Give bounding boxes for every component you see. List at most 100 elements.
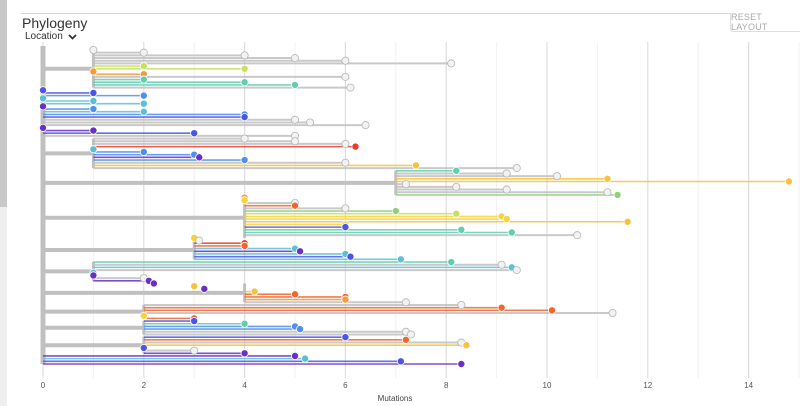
tip-node[interactable] — [341, 56, 350, 65]
tip-node[interactable] — [502, 169, 511, 178]
tip-node[interactable] — [401, 298, 410, 307]
tip-node[interactable] — [613, 190, 622, 199]
tip-node[interactable] — [512, 266, 521, 275]
tip-node[interactable] — [341, 204, 350, 213]
tip-node[interactable] — [391, 207, 400, 216]
tip-node[interactable] — [341, 72, 350, 81]
tip-node[interactable] — [39, 86, 48, 95]
tip-node[interactable] — [502, 215, 511, 224]
tip-node[interactable] — [290, 351, 299, 360]
tip-node[interactable] — [351, 142, 360, 151]
tip-node[interactable] — [573, 231, 582, 240]
tip-node[interactable] — [139, 311, 148, 320]
tip-node[interactable] — [139, 147, 148, 156]
tip-node[interactable] — [361, 121, 370, 130]
tip-node[interactable] — [89, 46, 98, 55]
tip-node[interactable] — [240, 196, 249, 205]
tip-node[interactable] — [457, 300, 466, 309]
tip-node[interactable] — [240, 134, 249, 143]
tip-node[interactable] — [200, 284, 209, 293]
tip-node[interactable] — [240, 113, 249, 122]
tip-node[interactable] — [139, 48, 148, 57]
tip-node[interactable] — [396, 255, 405, 264]
tip-node[interactable] — [240, 64, 249, 73]
tip-node[interactable] — [401, 180, 410, 189]
tip-node[interactable] — [290, 80, 299, 89]
tip-node[interactable] — [139, 99, 148, 108]
tip-node[interactable] — [462, 341, 471, 350]
tip-node[interactable] — [240, 319, 249, 328]
tip-node[interactable] — [497, 260, 506, 269]
tip-node[interactable] — [89, 145, 98, 154]
page-scrollbar-thumb[interactable] — [0, 0, 7, 207]
tip-node[interactable] — [603, 174, 612, 183]
tip-node[interactable] — [306, 118, 315, 127]
tip-node[interactable] — [784, 177, 793, 186]
tip-node[interactable] — [603, 188, 612, 197]
tip-node[interactable] — [341, 139, 350, 148]
tip-node[interactable] — [447, 258, 456, 267]
tip-node[interactable] — [296, 247, 305, 256]
tip-node[interactable] — [39, 94, 48, 103]
tip-node[interactable] — [457, 359, 466, 368]
tip-node[interactable] — [89, 96, 98, 105]
tip-node[interactable] — [195, 153, 204, 162]
tip-node[interactable] — [89, 67, 98, 76]
tip-node[interactable] — [39, 123, 48, 132]
tip-node[interactable] — [195, 236, 204, 245]
tip-node[interactable] — [341, 295, 350, 304]
tip-node[interactable] — [290, 137, 299, 146]
tip-node[interactable] — [346, 83, 355, 92]
tip-node[interactable] — [301, 354, 310, 363]
tip-node[interactable] — [240, 78, 249, 87]
tip-node[interactable] — [240, 156, 249, 165]
reset-layout-button[interactable]: RESET LAYOUT — [730, 12, 800, 32]
tip-node[interactable] — [139, 75, 148, 84]
tip-node[interactable] — [341, 333, 350, 342]
tip-node[interactable] — [240, 349, 249, 358]
tip-node[interactable] — [240, 241, 249, 250]
tip-node[interactable] — [447, 59, 456, 68]
tip-node[interactable] — [401, 335, 410, 344]
tip-node[interactable] — [149, 279, 158, 288]
tip-node[interactable] — [139, 91, 148, 100]
tip-node[interactable] — [507, 228, 516, 237]
tip-node[interactable] — [457, 225, 466, 234]
tip-node[interactable] — [290, 54, 299, 63]
tip-node[interactable] — [452, 166, 461, 175]
tip-node[interactable] — [240, 51, 249, 60]
tip-node[interactable] — [452, 209, 461, 218]
tip-node[interactable] — [190, 282, 199, 291]
tip-node[interactable] — [548, 306, 557, 315]
tip-node[interactable] — [346, 252, 355, 261]
tip-node[interactable] — [341, 223, 350, 232]
tip-node[interactable] — [296, 325, 305, 334]
tip-node[interactable] — [190, 129, 199, 138]
tip-node[interactable] — [139, 343, 148, 352]
tip-node[interactable] — [341, 158, 350, 167]
tip-node[interactable] — [39, 102, 48, 111]
tip-node[interactable] — [250, 287, 259, 296]
tip-node[interactable] — [502, 185, 511, 194]
tip-node[interactable] — [89, 88, 98, 97]
tip-node[interactable] — [290, 115, 299, 124]
color-by-dropdown[interactable]: Location — [25, 31, 77, 42]
tip-node[interactable] — [290, 201, 299, 210]
tip-node[interactable] — [623, 217, 632, 226]
tip-node[interactable] — [139, 107, 148, 116]
tip-node[interactable] — [411, 161, 420, 170]
tip-node[interactable] — [512, 164, 521, 173]
tip-node[interactable] — [89, 126, 98, 135]
tip-node[interactable] — [190, 317, 199, 326]
tip-node[interactable] — [290, 290, 299, 299]
tip-node[interactable] — [406, 330, 415, 339]
tip-node[interactable] — [89, 271, 98, 280]
page-scrollbar-track[interactable] — [0, 0, 7, 406]
tip-node[interactable] — [139, 62, 148, 71]
tip-node[interactable] — [89, 105, 98, 114]
tip-node[interactable] — [396, 357, 405, 366]
tip-node[interactable] — [553, 172, 562, 181]
tip-node[interactable] — [497, 303, 506, 312]
tip-node[interactable] — [190, 346, 199, 355]
